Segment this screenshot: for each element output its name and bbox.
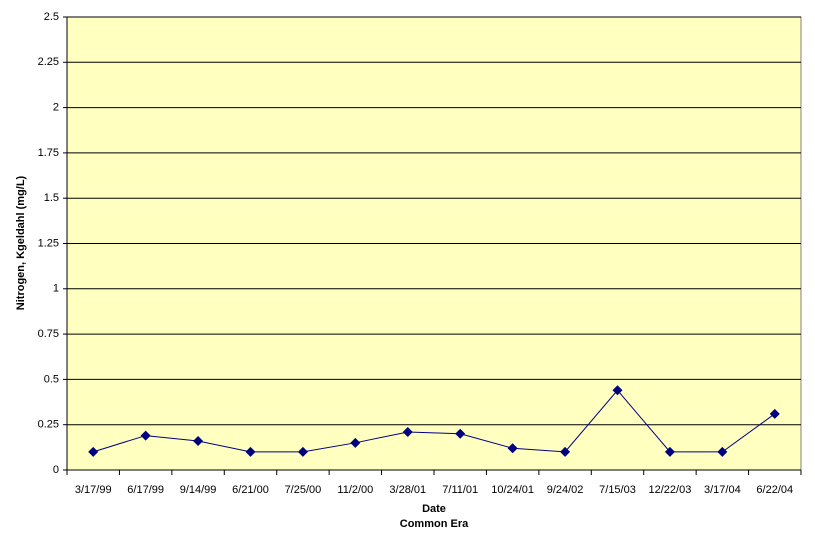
x-tick-label: 6/22/04 bbox=[756, 484, 793, 496]
y-axis-label: Nitrogen, Kgeldahl (mg/L) bbox=[15, 175, 27, 310]
y-tick-label: 2.25 bbox=[38, 56, 59, 68]
data-point bbox=[402, 426, 413, 437]
y-tick-label: 0 bbox=[53, 464, 59, 476]
y-tick-label: 1.75 bbox=[38, 147, 59, 159]
y-tick-label: 1.5 bbox=[44, 192, 59, 204]
x-axis-label: Common Era bbox=[400, 518, 469, 530]
y-tick-label: 1.25 bbox=[38, 237, 59, 249]
data-point bbox=[140, 430, 151, 441]
y-tick-label: 0.25 bbox=[38, 419, 59, 431]
x-tick-label: 12/22/03 bbox=[649, 484, 692, 496]
x-tick-label: 11/2/00 bbox=[337, 484, 373, 496]
x-tick-label: 7/11/01 bbox=[442, 484, 478, 496]
x-tick-label: 3/17/04 bbox=[704, 484, 741, 496]
data-point bbox=[664, 446, 675, 457]
x-tick-label: 3/17/99 bbox=[75, 484, 112, 496]
data-point bbox=[560, 446, 571, 457]
y-tick-label: 0.75 bbox=[38, 328, 59, 340]
data-point bbox=[612, 385, 623, 396]
data-point bbox=[717, 446, 728, 457]
x-axis-label: Date bbox=[422, 503, 446, 515]
y-tick-label: 0.5 bbox=[44, 373, 59, 385]
x-tick-label: 3/28/01 bbox=[389, 484, 426, 496]
y-tick-label: 2.5 bbox=[44, 11, 59, 23]
data-point bbox=[245, 446, 256, 457]
series-line bbox=[93, 389, 776, 453]
data-point bbox=[769, 408, 780, 419]
x-tick-label: 9/24/02 bbox=[547, 484, 584, 496]
data-point bbox=[193, 436, 204, 447]
y-tick-label: 1 bbox=[53, 283, 59, 295]
data-point bbox=[297, 446, 308, 457]
x-tick-label: 7/15/03 bbox=[599, 484, 636, 496]
data-point bbox=[507, 443, 518, 454]
x-tick-label: 9/14/99 bbox=[180, 484, 217, 496]
x-tick-label: 6/21/00 bbox=[232, 484, 269, 496]
data-point bbox=[350, 437, 361, 448]
x-tick-label: 7/25/00 bbox=[285, 484, 322, 496]
data-point bbox=[455, 428, 466, 439]
x-tick-label: 6/17/99 bbox=[127, 484, 164, 496]
data-point bbox=[88, 446, 99, 457]
y-tick-label: 2 bbox=[53, 102, 59, 114]
x-tick-label: 10/24/01 bbox=[491, 484, 534, 496]
